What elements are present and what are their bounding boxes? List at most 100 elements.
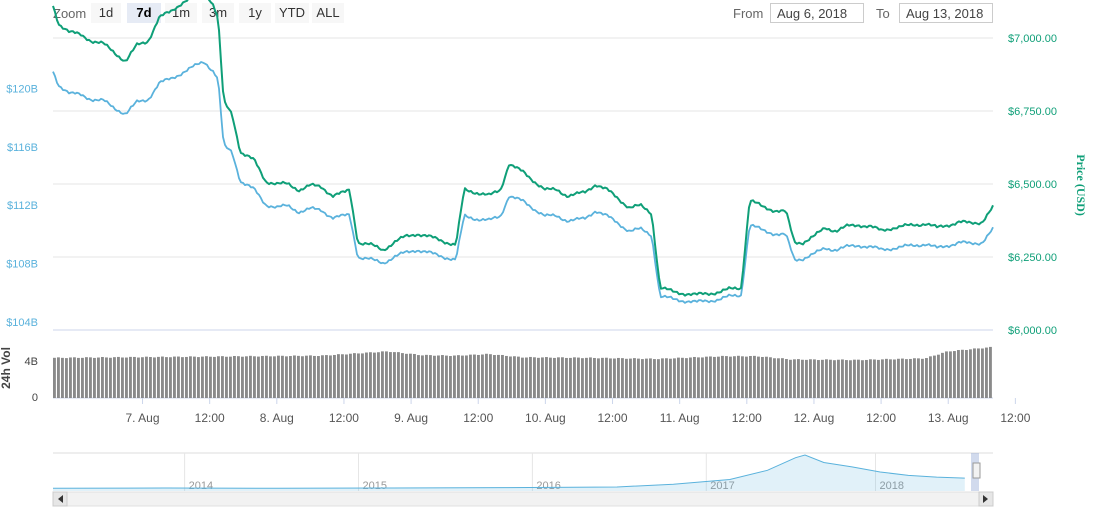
volume-bar: [193, 356, 196, 398]
y-right-tick-label: $7,000.00: [1008, 33, 1057, 45]
zoom-all-button[interactable]: ALL: [312, 3, 344, 23]
volume-bar: [937, 354, 940, 398]
volume-bar: [753, 355, 756, 398]
volume-bar: [837, 359, 840, 398]
volume-bar: [589, 357, 592, 398]
volume-bar: [145, 356, 148, 398]
volume-bar: [149, 357, 152, 398]
volume-bar: [481, 354, 484, 398]
x-tick-label: 12. Aug: [794, 411, 835, 425]
volume-bar: [821, 359, 824, 398]
volume-bar: [917, 358, 920, 398]
volume-bar: [221, 356, 224, 398]
volume-bar: [185, 356, 188, 398]
volume-bar: [361, 353, 364, 398]
volume-bar: [877, 359, 880, 398]
volume-bar: [865, 359, 868, 398]
volume-bar: [557, 357, 560, 398]
volume-bar: [385, 351, 388, 398]
volume-bar: [953, 351, 956, 398]
volume-bar: [973, 348, 976, 398]
navigator-handle[interactable]: [972, 462, 981, 479]
volume-bar: [913, 358, 916, 398]
from-date-input[interactable]: [770, 3, 864, 23]
volume-bar: [501, 354, 504, 398]
volume-bar: [157, 356, 160, 398]
volume-bar: [693, 356, 696, 398]
volume-bar: [661, 358, 664, 398]
volume-bar: [553, 357, 556, 398]
navigator-year-label: 2014: [189, 480, 213, 492]
volume-bar: [209, 356, 212, 398]
y-axis-left-market-cap: $120B $116B $112B $108B $104B: [6, 83, 38, 329]
volume-bar: [421, 355, 424, 398]
volume-bar: [569, 357, 572, 398]
volume-bar: [289, 356, 292, 398]
volume-bar: [169, 357, 172, 398]
volume-bar: [129, 356, 132, 398]
volume-bar: [609, 358, 612, 398]
volume-bar: [309, 355, 312, 398]
volume-bar: [61, 357, 64, 398]
volume-bar: [653, 359, 656, 398]
volume-bar: [577, 357, 580, 398]
volume-bar: [849, 360, 852, 398]
chevron-left-icon: [58, 495, 63, 503]
volume-bar: [201, 356, 204, 398]
volume-bar: [293, 355, 296, 398]
volume-bar: [81, 357, 84, 398]
volume-bar: [573, 357, 576, 398]
volume-bar: [477, 354, 480, 398]
volume-bar: [133, 356, 136, 398]
volume-bar: [417, 355, 420, 398]
volume-bar: [621, 358, 624, 398]
volume-bar: [617, 357, 620, 398]
volume-bar: [357, 353, 360, 398]
zoom-1y-button[interactable]: 1y: [239, 3, 271, 23]
volume-bar: [337, 354, 340, 398]
zoom-1d-button[interactable]: 1d: [91, 3, 121, 23]
volume-bar: [833, 360, 836, 398]
volume-bar: [881, 359, 884, 398]
volume-bar: [249, 355, 252, 398]
volume-bar: [633, 358, 636, 398]
x-tick-label: 9. Aug: [394, 411, 428, 425]
volume-bar: [969, 349, 972, 398]
volume-bar: [809, 359, 812, 398]
volume-bar: [493, 355, 496, 398]
volume-bar: [845, 360, 848, 398]
volume-bar: [925, 358, 928, 398]
volume-bar: [233, 355, 236, 398]
chevron-right-icon: [983, 495, 988, 503]
volume-bar: [665, 358, 668, 398]
volume-bar: [741, 356, 744, 398]
volume-bar: [273, 356, 276, 398]
volume-tick-label: 4B: [25, 356, 38, 368]
navigator-year-label: 2017: [710, 480, 734, 492]
zoom-ytd-button[interactable]: YTD: [275, 3, 309, 23]
volume-bar: [605, 357, 608, 398]
volume-bar: [469, 354, 472, 398]
volume-bar: [637, 358, 640, 398]
x-axis: 7. Aug 12:00 8. Aug 12:00 9. Aug 12:00 10. Aug…: [126, 398, 1031, 425]
to-date-input[interactable]: [899, 3, 993, 23]
zoom-7d-button[interactable]: 7d: [127, 3, 161, 23]
zoom-1m-button[interactable]: 1m: [165, 3, 197, 23]
volume-bar: [813, 359, 816, 398]
volume-bar: [53, 357, 56, 398]
volume-bar: [177, 356, 180, 398]
volume-bar: [721, 355, 724, 398]
volume-tick-label: 0: [32, 392, 38, 404]
volume-bar: [765, 356, 768, 398]
to-label: To: [876, 6, 890, 21]
volume-bar: [949, 351, 952, 398]
volume-bar: [669, 358, 672, 398]
volume-bar: [525, 357, 528, 398]
navigator[interactable]: 2014 2015 2016 2017 2018: [52, 452, 994, 507]
volume-bar: [737, 355, 740, 398]
volume-bar: [381, 351, 384, 398]
x-tick-label: 12:00: [463, 411, 493, 425]
volume-bar: [265, 355, 268, 398]
volume-bar: [749, 356, 752, 398]
